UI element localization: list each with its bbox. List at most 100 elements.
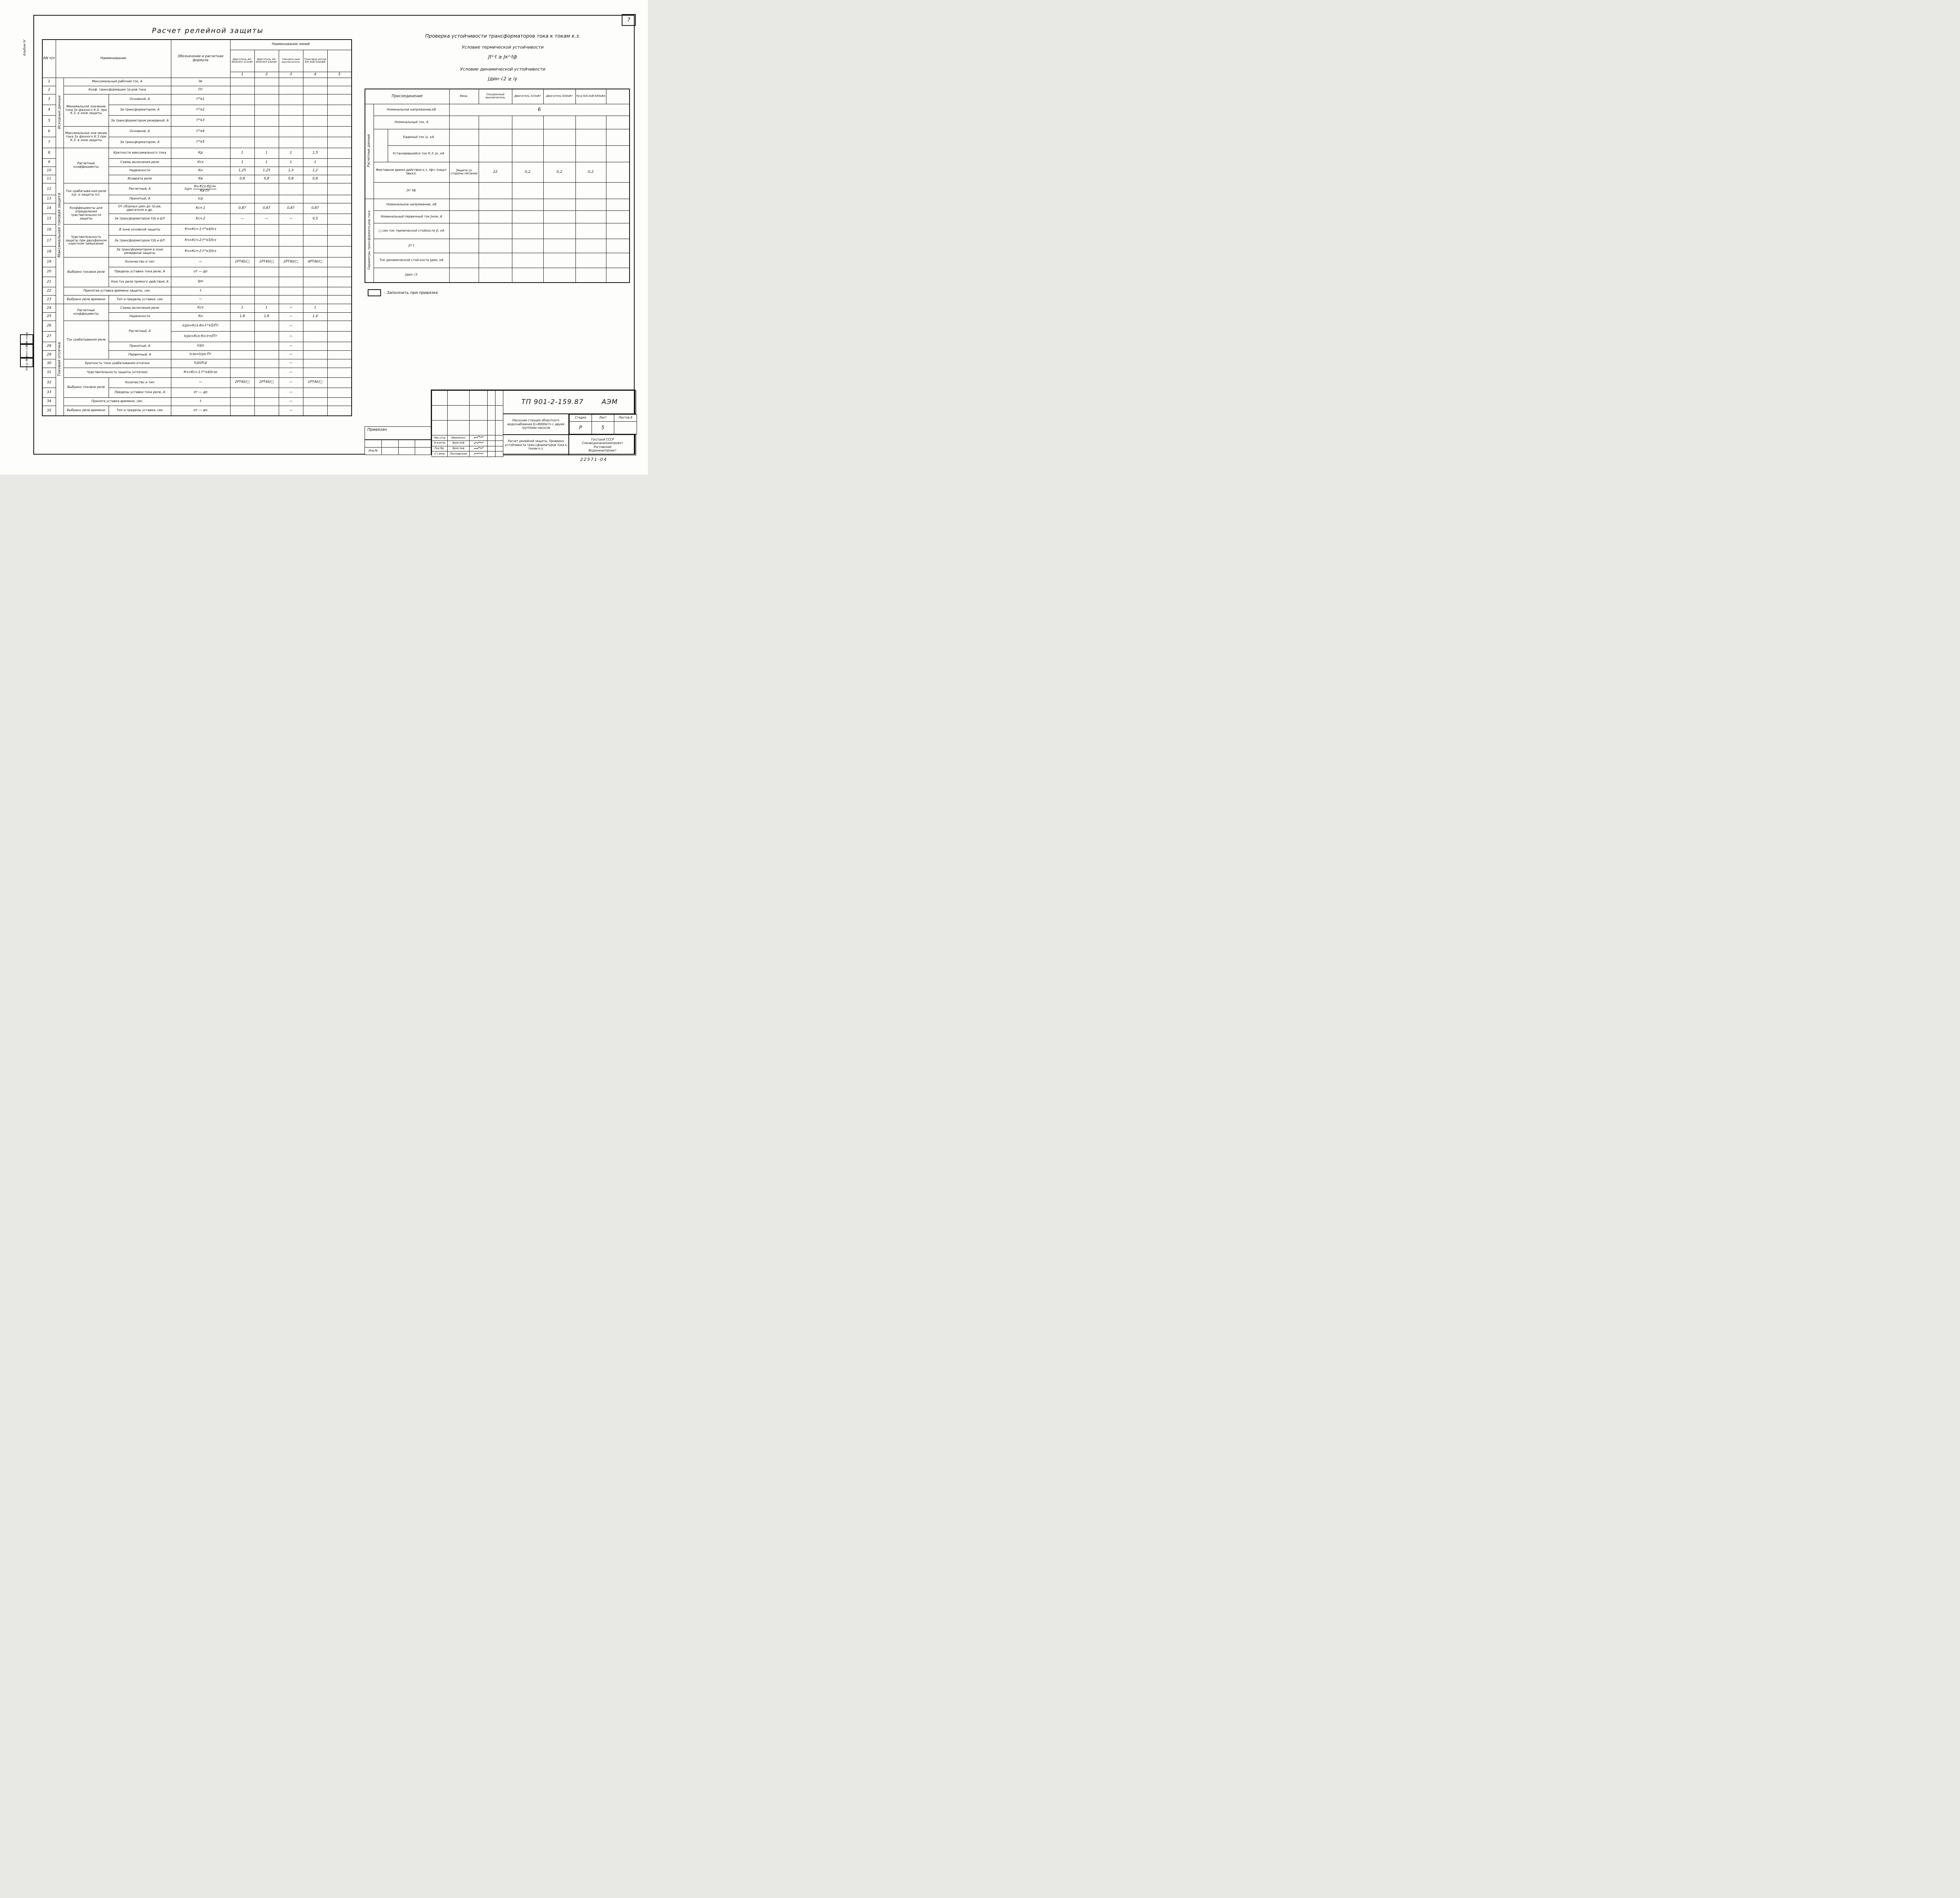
row-num: 35 — [42, 405, 56, 416]
value-cell: — — [278, 312, 303, 321]
row-formula: от — до — [171, 266, 230, 277]
value-cell — [303, 367, 328, 378]
row-num: 19 — [42, 257, 56, 267]
row-num: 20 — [42, 266, 56, 277]
table-row: 30 Кратность тока срабатывания отсечки I… — [42, 359, 352, 368]
row-formula: Iсро — [171, 341, 230, 351]
value-cell: 1РТ40/□ — [254, 257, 279, 267]
signature-icon — [469, 440, 488, 446]
drawing-sheet: 7 22571-04 Альбом IV Взам. инв.№ Подпись… — [0, 0, 648, 475]
object-name: Насосная станция оборотного водоснабжени… — [507, 419, 564, 430]
value-cell — [327, 359, 352, 368]
page-number-box: 7 — [622, 14, 636, 26]
value-cell: 1 — [278, 158, 303, 167]
value-cell — [230, 405, 255, 416]
table-header-row: Двигатель А4-400У4УЗ 315кВт Двигатель А4… — [42, 49, 352, 72]
value-cell — [327, 312, 352, 321]
row-formula: от — до — [171, 405, 230, 416]
row-name: Принятая уставка времени защиты, сек. — [63, 286, 171, 295]
value-cell: — — [278, 367, 303, 378]
row-subname: Надежности — [108, 312, 171, 321]
row-num: 7 — [42, 136, 56, 148]
table-row: 3 Минимальное значение тока 3х фазного К… — [42, 94, 352, 127]
binding-box: Привязан — [365, 426, 431, 440]
value-cell — [327, 203, 352, 214]
value-cell: 0,8 — [254, 174, 279, 183]
col-header-name: Наименование — [55, 39, 171, 78]
role-label: Ст.инж — [432, 451, 448, 457]
row-subname: За трансформатором, А — [108, 136, 171, 148]
col-header-empty — [606, 89, 630, 104]
stamp-inv: Инв.№ подл. — [20, 355, 33, 370]
row-num: 26 — [42, 320, 56, 332]
row-num: 14 — [42, 203, 56, 214]
value-cell — [254, 387, 279, 398]
value-cell: 0,2 — [543, 161, 576, 183]
row-subname: Тип и пределы уставки, сек — [108, 405, 171, 416]
row-formula: I⁽³⁾к4 — [171, 126, 230, 137]
row-name: Принята уставка времени, сек. — [63, 397, 171, 406]
value-cell: 1,4 — [303, 312, 328, 321]
table-row: 21 Ном.ток реле прямого действия, А Iрн — [42, 276, 352, 287]
org-line: Госстрой СССР — [591, 437, 614, 441]
row-num: 29 — [42, 350, 56, 359]
table-row: 6 Максимальное зна-чение тока 3х фазного… — [42, 126, 352, 148]
role-name: Иваненко — [447, 435, 470, 441]
role-label: Рук.бр. — [432, 446, 448, 452]
row-subname: Пределы уставки тока реле, А — [108, 266, 171, 277]
table-row: 2 Коэф. трансформации тр-ров тока Пт — [42, 85, 352, 94]
row-formula: Iсро=Ксх·Кн·Iгп/Пт — [171, 331, 230, 342]
table-row: 23 Выбрано реле времени Тип и пределы ус… — [42, 295, 352, 304]
value-cell: — — [278, 213, 303, 225]
row-num: 6 — [42, 126, 56, 137]
value-cell — [230, 397, 255, 406]
value-cell: 1,25 — [230, 166, 255, 175]
row-name: □ сек ток термической стойкости Jt, кА — [373, 223, 450, 239]
value-cell: 1 — [254, 158, 279, 167]
row-num: 25 — [42, 312, 56, 321]
value-cell: 2РТ40/□ — [254, 377, 279, 388]
value-cell: — — [278, 303, 303, 313]
table-row: 32 Выбрано токовое реле Количество и тип… — [42, 377, 352, 398]
sheet-name: Расчет релейной защиты. Проверка устойчи… — [505, 439, 567, 451]
thermal-condition-label: Условие термической устойчивости — [462, 45, 544, 50]
row-subname: Количество и тип — [108, 257, 171, 267]
row-name: Номинальный первичный ток Jном, А — [373, 210, 450, 223]
value-cell — [303, 359, 328, 368]
value-cell: 1 — [254, 303, 279, 313]
thermal-condition-formula: Jt²·t ≥ Jк²·tф — [488, 54, 517, 60]
col-header-num: NN п/п — [42, 39, 56, 78]
row-formula: Кр — [171, 147, 230, 159]
line-num: 4 — [303, 71, 328, 78]
table-row: Jк²·tф — [365, 182, 630, 199]
value-cell — [230, 320, 255, 332]
row-formula: Кн — [171, 312, 230, 321]
org-line: Водоканалпроект — [588, 448, 617, 452]
role-label: Н.контр — [432, 440, 448, 446]
col-header-transformer: Тр-р 6/0,4кВ 630кВА — [575, 89, 606, 104]
row-group-name: Коэффициенты для определения чувствитель… — [63, 203, 109, 225]
group-calc-data: Расчетные данные — [365, 103, 374, 199]
row-formula: I⁽³⁾к1 — [171, 94, 230, 105]
value-cell — [254, 367, 279, 378]
row-num: 10 — [42, 166, 56, 175]
value-cell — [327, 303, 352, 313]
album-label: Альбом IV — [23, 40, 26, 56]
value-cell — [303, 331, 328, 342]
value-cell — [303, 387, 328, 398]
row-subname: Ном.ток реле прямого действия, А — [108, 276, 171, 287]
col-header-motor-315: Двигатель 315кВт — [512, 89, 544, 104]
row-subname: Пределы уставки тока реле, А — [108, 387, 171, 398]
line-col-2: Двигатель А4-450У4УЗ 630кВт — [254, 49, 279, 72]
value-cell: 6 — [449, 103, 630, 116]
row-subname: Основной, А — [108, 126, 171, 137]
table-row: Расчетные данные Номинальное напряжение,… — [365, 103, 630, 199]
object-name-cell: Насосная станция оборотного водоснабжени… — [503, 414, 569, 435]
value-cell: 0,2 — [512, 161, 544, 183]
table-row: 9 Схемы включения реле Ксх 1 1 1 1 — [42, 158, 352, 167]
group-ct-params: Параметры трансформато-ров тока — [365, 198, 374, 283]
row-num: 28 — [42, 341, 56, 351]
value-cell: 0,87 — [303, 203, 328, 214]
line-num: 1 — [230, 71, 255, 78]
row-group-name: Расчетные коэффициенты — [63, 303, 109, 321]
